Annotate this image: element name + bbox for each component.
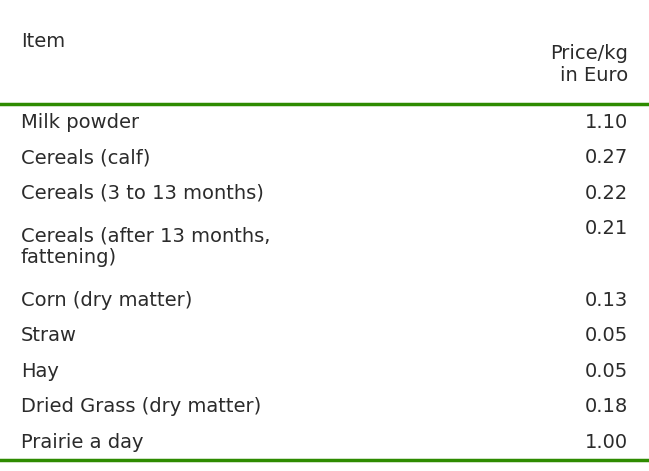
Text: 0.22: 0.22 [585, 184, 628, 203]
Text: Price/kg
in Euro: Price/kg in Euro [550, 44, 628, 85]
Text: Hay: Hay [21, 362, 58, 381]
Text: Cereals (after 13 months,
fattening): Cereals (after 13 months, fattening) [21, 226, 270, 267]
Text: 1.10: 1.10 [585, 113, 628, 132]
Text: 0.05: 0.05 [585, 362, 628, 381]
Text: 0.05: 0.05 [585, 326, 628, 345]
Text: Cereals (3 to 13 months): Cereals (3 to 13 months) [21, 184, 263, 203]
Text: 1.00: 1.00 [585, 433, 628, 452]
Text: Straw: Straw [21, 326, 77, 345]
Text: Milk powder: Milk powder [21, 113, 139, 132]
Text: Corn (dry matter): Corn (dry matter) [21, 291, 192, 309]
Text: Prairie a day: Prairie a day [21, 433, 143, 452]
Text: Item: Item [21, 32, 65, 51]
Text: Dried Grass (dry matter): Dried Grass (dry matter) [21, 398, 261, 416]
Text: 0.13: 0.13 [585, 291, 628, 309]
Text: Cereals (calf): Cereals (calf) [21, 148, 150, 167]
Text: 0.21: 0.21 [585, 219, 628, 238]
Text: 0.27: 0.27 [585, 148, 628, 167]
Text: 0.18: 0.18 [585, 398, 628, 416]
